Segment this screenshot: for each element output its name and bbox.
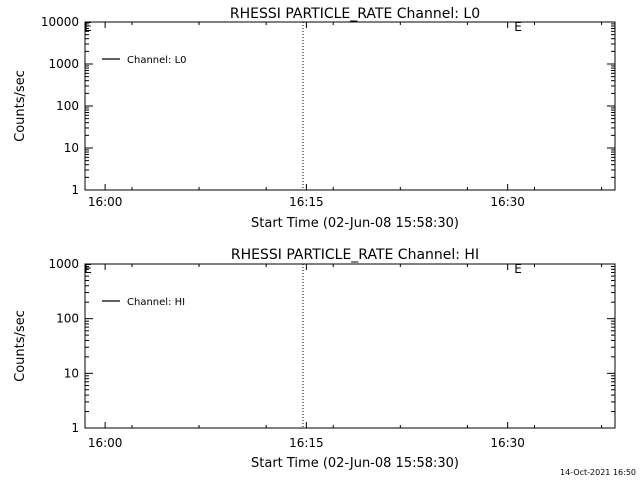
x-axis-label: Start Time (02-Jun-08 15:58:30) xyxy=(251,456,459,471)
plot-frame xyxy=(84,263,616,429)
chart-title: RHESSI PARTICLE_RATE Channel: HI xyxy=(231,247,479,263)
corner-label-right: E xyxy=(514,20,522,34)
panel-channel-lo: RHESSI PARTICLE_RATE Channel: L0 16:00 16:… xyxy=(13,6,616,231)
y-tick-label: 1000 xyxy=(48,257,79,271)
y-tick-label: 10000 xyxy=(41,15,79,29)
y-tick-label: 100 xyxy=(56,312,79,326)
plot-frame xyxy=(84,21,616,191)
chart-title: RHESSI PARTICLE_RATE Channel: L0 xyxy=(230,6,480,22)
corner-label-left: E xyxy=(84,262,92,276)
legend-label: Channel: L0 xyxy=(127,55,187,66)
corner-label-right: E xyxy=(514,262,522,276)
timestamp: 14-Oct-2021 16:50 xyxy=(560,468,636,477)
y-tick-label: 10 xyxy=(64,141,79,155)
corner-label-left: E xyxy=(84,20,92,34)
y-tick-label: 1 xyxy=(71,421,79,435)
y-axis-label: Counts/sec xyxy=(13,70,28,142)
y-tick-label: 10 xyxy=(64,366,79,380)
panel-channel-hi: RHESSI PARTICLE_RATE Channel: HI 16:00 16:… xyxy=(13,247,616,471)
legend-label: Channel: HI xyxy=(127,297,185,308)
x-tick-label: 16:15 xyxy=(289,436,324,450)
y-tick-label: 1 xyxy=(71,183,79,197)
x-tick-label: 16:00 xyxy=(88,436,123,450)
y-tick-label: 100 xyxy=(56,99,79,113)
x-axis-label: Start Time (02-Jun-08 15:58:30) xyxy=(251,216,459,231)
y-axis-label: Counts/sec xyxy=(13,310,28,382)
x-tick-label: 16:15 xyxy=(289,195,324,209)
y-tick-label: 1000 xyxy=(48,57,79,71)
x-tick-label: 16:30 xyxy=(490,195,525,209)
x-tick-label: 16:30 xyxy=(490,436,525,450)
x-tick-label: 16:00 xyxy=(88,195,123,209)
